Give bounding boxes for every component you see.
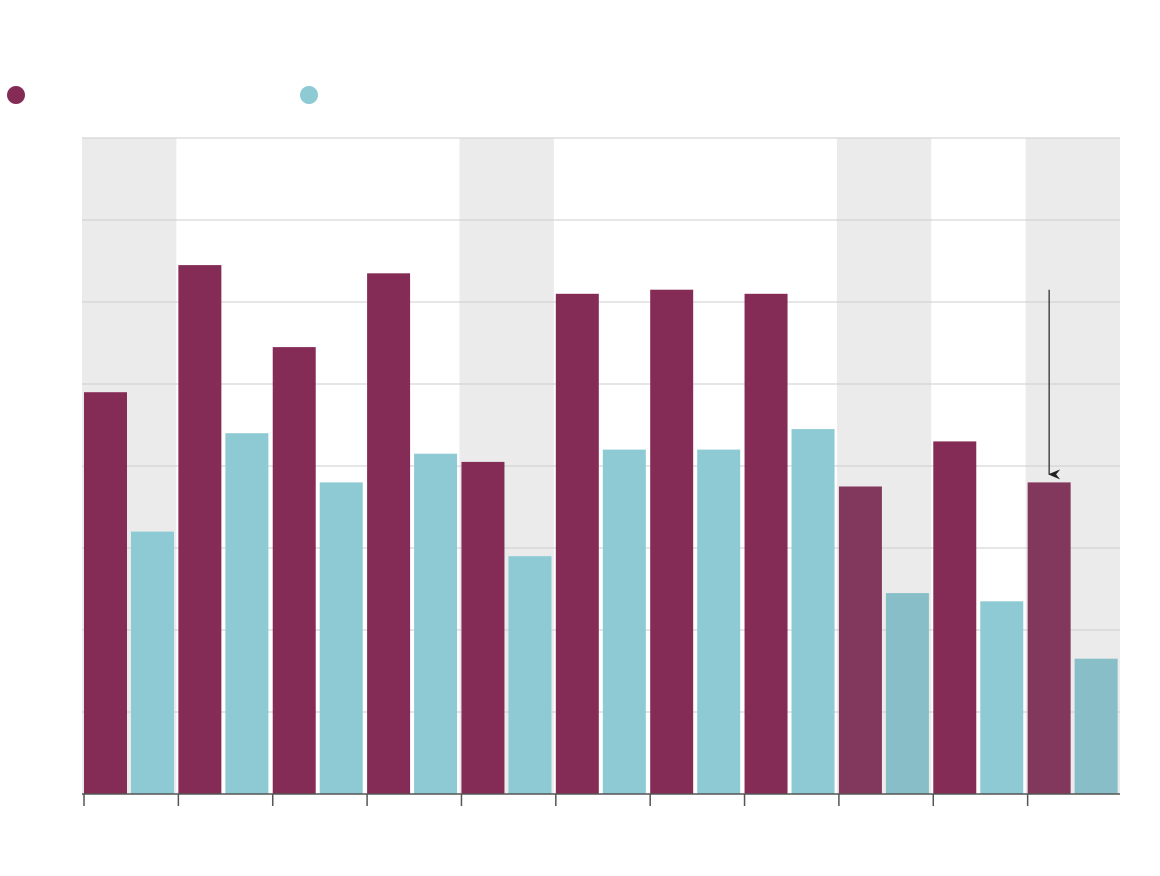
bar-a-8 [838, 486, 882, 794]
bar-a-5 [555, 293, 599, 794]
legend-item-series-a [7, 85, 33, 105]
bar-a-7 [744, 293, 788, 794]
bar-b-6 [697, 449, 741, 794]
bar-b-5 [602, 449, 646, 794]
bar-b-4 [508, 556, 552, 794]
bar-a-0 [84, 392, 127, 794]
bar-b-10 [1074, 658, 1118, 794]
bar-a-2 [272, 347, 316, 794]
bar-b-9 [980, 601, 1024, 794]
bar-b-3 [414, 453, 458, 794]
bar-b-1 [225, 433, 269, 794]
bar-b-7 [791, 429, 835, 794]
legend-item-series-b [300, 85, 326, 105]
bar-a-4 [461, 461, 505, 794]
bar-b-8 [885, 593, 929, 794]
legend-swatch-series-a [7, 86, 25, 104]
bar-a-1 [178, 265, 222, 795]
legend [7, 85, 607, 105]
legend-swatch-series-b [300, 86, 318, 104]
bar-a-10 [1027, 482, 1071, 794]
bar-b-2 [319, 482, 363, 794]
bar-a-3 [367, 273, 411, 794]
bar-a-9 [933, 441, 977, 794]
bar-a-6 [650, 289, 694, 794]
bar-b-0 [131, 531, 174, 794]
